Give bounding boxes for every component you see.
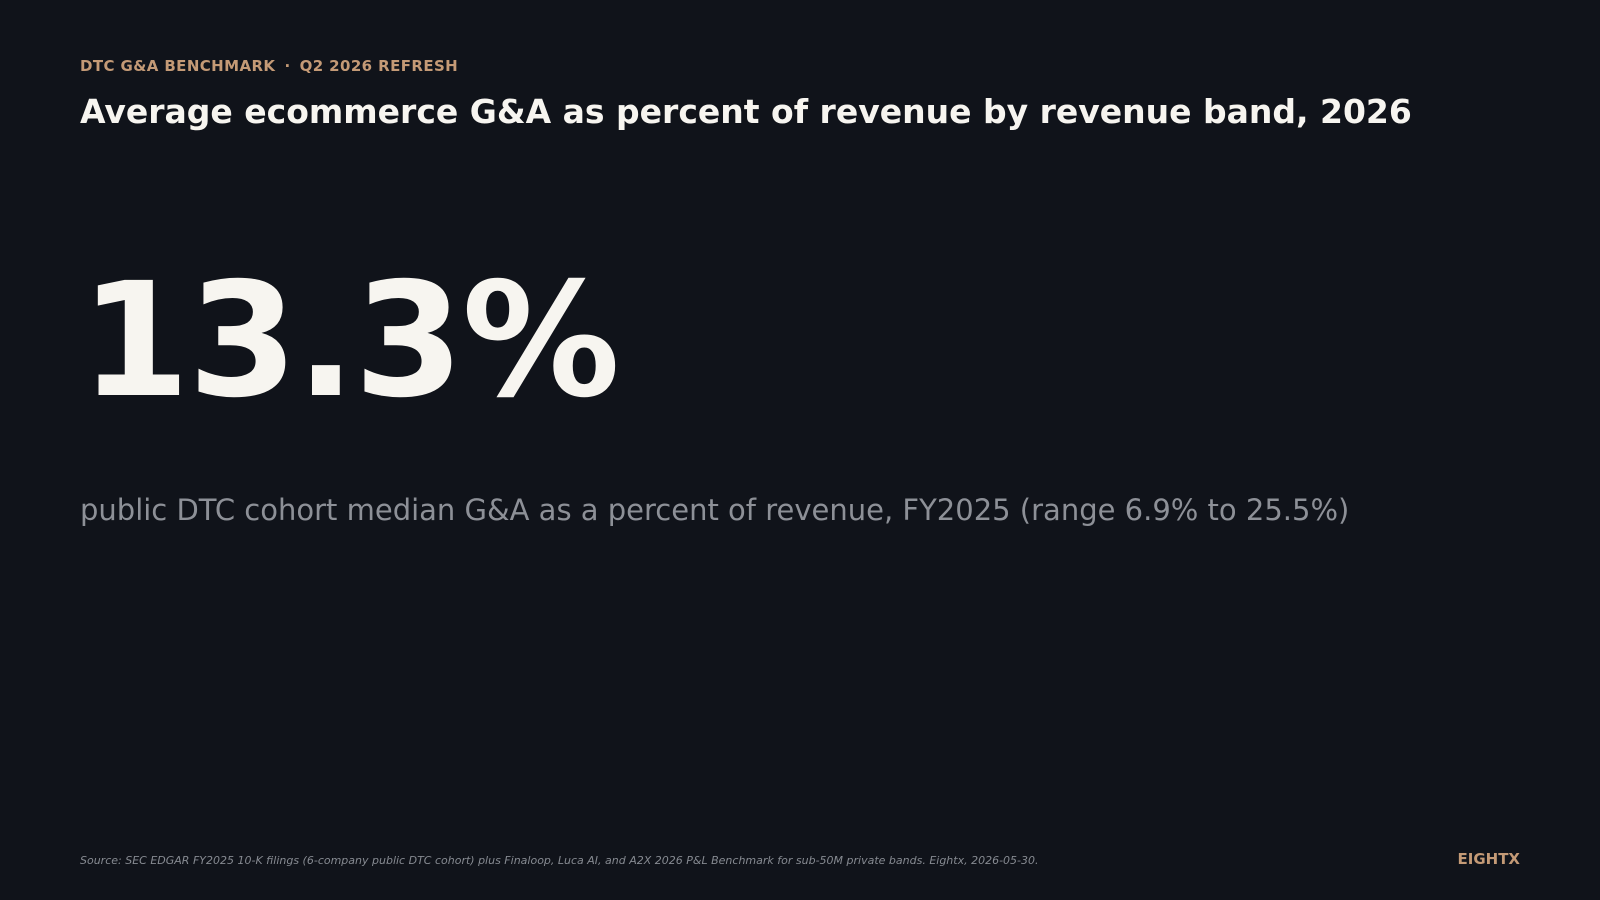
headline-stat-value: 13.3% <box>80 249 620 433</box>
page-title: Average ecommerce G&A as percent of reve… <box>80 92 1412 131</box>
headline-stat-caption: public DTC cohort median G&A as a percen… <box>80 493 1350 527</box>
eyebrow: DTC G&A BENCHMARK · Q2 2026 REFRESH <box>80 57 458 75</box>
eyebrow-separator: · <box>284 57 291 75</box>
eyebrow-category: DTC G&A BENCHMARK <box>80 57 276 75</box>
eyebrow-period: Q2 2026 REFRESH <box>299 57 459 75</box>
brand-logo: EIGHTX <box>1457 850 1521 868</box>
source-note: Source: SEC EDGAR FY2025 10-K filings (6… <box>80 854 1039 867</box>
